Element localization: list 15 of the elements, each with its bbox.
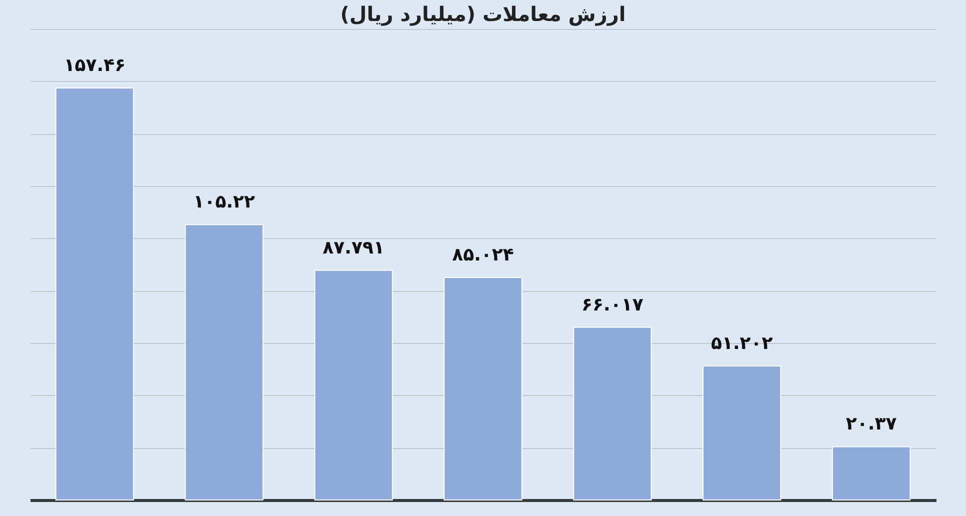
data-label: ۱۵۷.۴۶ (64, 54, 126, 76)
bar (314, 270, 393, 500)
bar (444, 277, 522, 500)
data-label: ۶۶.۰۱۷ (582, 294, 644, 316)
data-label: ۱۰۵.۲۲ (193, 192, 256, 213)
bar (184, 224, 264, 500)
bar (55, 87, 134, 500)
data-label: ۵۱.۲۰۲ (710, 333, 773, 354)
data-label: ۸۷.۷۹۱ (322, 237, 384, 258)
data-label: ۸۵.۰۲۴ (452, 244, 514, 266)
data-label: ۲۰.۳۷ (846, 414, 897, 435)
chart-title: ارزش معاملات (میلیارد ریال) (340, 2, 626, 26)
bar (832, 446, 911, 500)
bar (573, 326, 652, 500)
bar (702, 366, 782, 500)
